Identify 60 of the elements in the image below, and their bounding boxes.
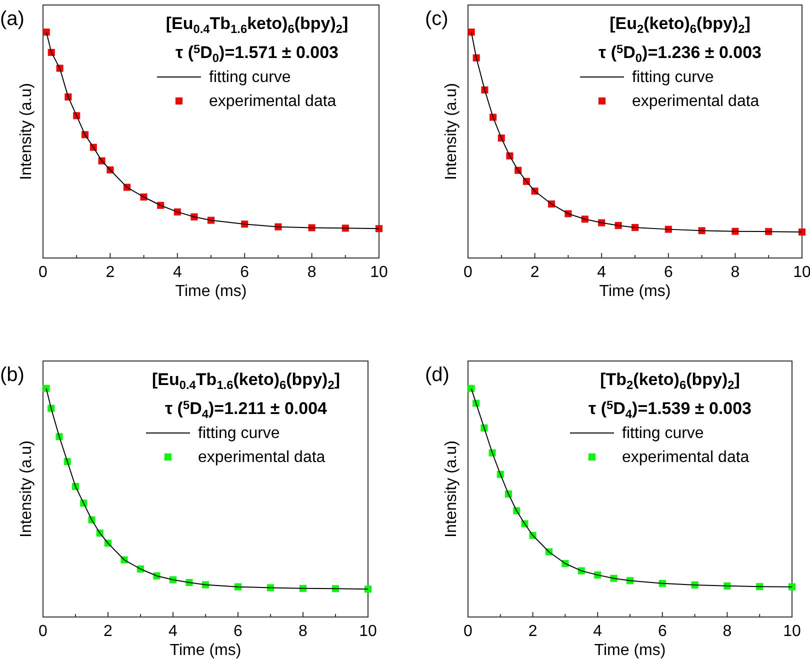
legend-label: experimental data (209, 93, 336, 110)
x-tick-label: 10 (783, 623, 801, 640)
x-tick-label: 6 (234, 623, 243, 640)
x-tick-label: 0 (464, 623, 473, 640)
x-tick-label: 2 (528, 623, 538, 640)
x-tick-label: 8 (307, 264, 316, 281)
text: (b) (0, 364, 24, 386)
text: τ ($^{5}$D$_{0}$)=1.236 ± 0.003 (598, 42, 762, 65)
x-axis-title: Time (ms) (599, 283, 671, 300)
x-tick-label: 10 (793, 264, 810, 281)
x-axis-title: Time (ms) (175, 283, 247, 300)
legend-label: fitting curve (622, 425, 704, 442)
x-tick-label: 10 (359, 623, 377, 640)
text: τ ($^{5}$D$_{4}$)=1.211 ± 0.004 (164, 398, 328, 421)
point (42, 28, 50, 36)
x-tick-label: 4 (593, 623, 602, 640)
chart-title: [Eu$_{0.4}$Tb$_{1.6}$keto)$_{6}$(bpy)$_{2}$] (166, 14, 348, 36)
y-axis-title: Intensity (a.u) (443, 440, 460, 538)
text: (c) (425, 8, 448, 30)
legend-label: fitting curve (632, 69, 714, 86)
x-tick-label: 2 (106, 264, 115, 281)
y-axis-title: Intensity (a.u) (18, 83, 35, 180)
x-tick-label: 2 (530, 264, 540, 281)
point (364, 586, 372, 593)
x-axis-title: Time (ms) (594, 642, 666, 659)
chart-title: [Eu$_{2}$(keto)$_{6}$(bpy)$_{2}$] (610, 14, 750, 36)
x-tick-label: 10 (370, 264, 388, 281)
y-axis-title: Intensity (a.u) (443, 83, 460, 180)
y-axis-title: Intensity (a.u) (18, 440, 35, 538)
x-tick-label: 0 (38, 264, 48, 281)
point (376, 225, 382, 232)
x-axis-title: Time (ms) (170, 642, 242, 659)
point (468, 384, 475, 392)
point (468, 28, 475, 36)
x-tick-label: 6 (240, 264, 250, 281)
x-tick-label: 8 (298, 623, 308, 640)
point (788, 583, 796, 590)
legend-label: fitting curve (198, 425, 280, 442)
legend-label: experimental data (198, 449, 326, 466)
point (798, 228, 806, 236)
point (42, 384, 50, 392)
text: τ ($^{5}$D$_{4}$)=1.539 ± 0.003 (588, 398, 752, 421)
x-tick-label: 6 (664, 264, 673, 281)
chart-title: [Tb$_{2}$(keto)$_{6}$(bpy)$_{2}$] (600, 370, 740, 392)
legend-label: experimental data (632, 93, 760, 110)
x-tick-label: 4 (168, 623, 178, 640)
x-tick-label: 0 (38, 623, 48, 640)
text: (d) (425, 364, 450, 386)
x-tick-label: 4 (172, 264, 182, 281)
x-tick-label: 0 (464, 264, 473, 281)
x-tick-label: 2 (104, 623, 113, 640)
text: (a) (0, 8, 24, 30)
x-tick-label: 6 (658, 623, 667, 640)
text: τ ($^{5}$D$_{0}$)=1.571 ± 0.003 (176, 42, 338, 65)
chart-title: [Eu$_{0.4}$Tb$_{1.6}$(keto)$_{6}$(bpy)$_{2}$] (152, 370, 340, 392)
x-tick-label: 8 (730, 264, 740, 281)
x-tick-label: 8 (722, 623, 732, 640)
legend-label: experimental data (622, 449, 750, 466)
legend-label: fitting curve (209, 69, 291, 86)
x-tick-label: 4 (597, 264, 606, 281)
